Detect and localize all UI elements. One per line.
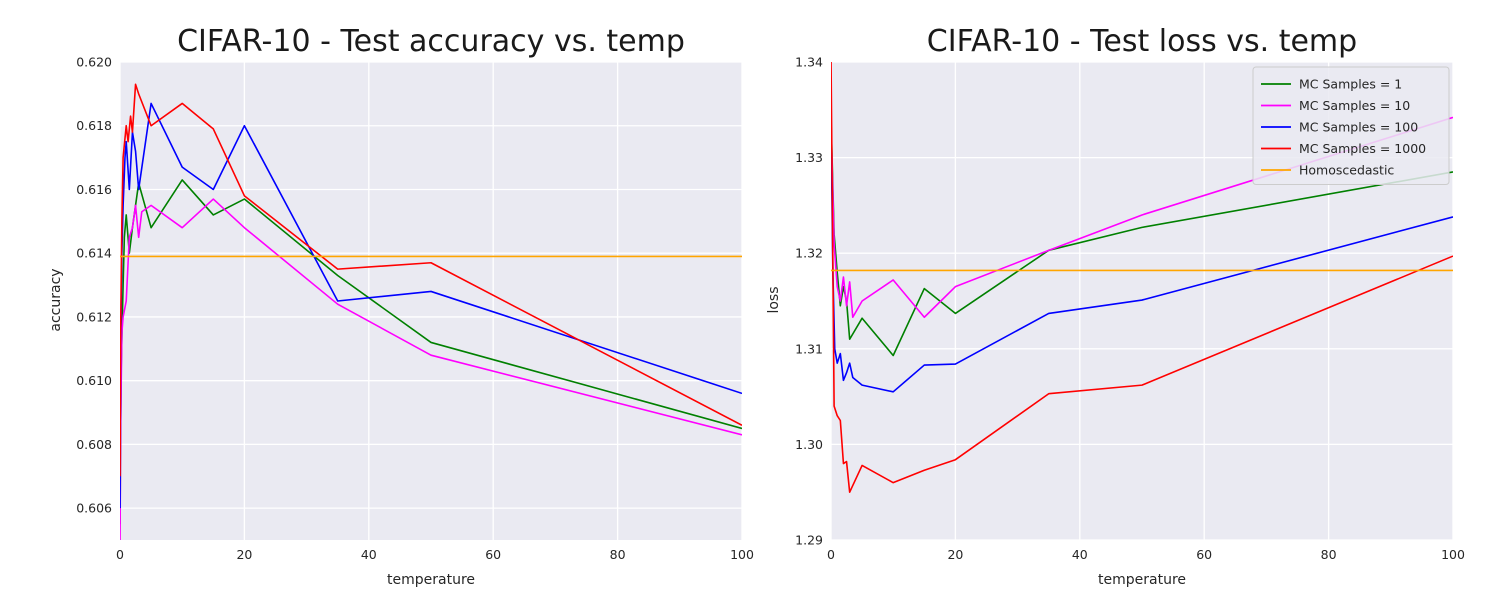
y-tick-label: 0.620 — [76, 55, 112, 70]
legend-entry: MC Samples = 1000 — [1299, 141, 1426, 156]
series-lines — [831, 62, 1453, 493]
series-line-3 — [120, 83, 742, 477]
legend-entry: MC Samples = 100 — [1299, 120, 1418, 135]
chart-accuracy: CIFAR-10 - Test accuracy vs. temp temper… — [48, 24, 754, 588]
series-line-2 — [831, 128, 1453, 393]
chart-title: CIFAR-10 - Test accuracy vs. temp — [177, 24, 685, 59]
y-tick-label: 1.31 — [795, 341, 823, 356]
y-tick-label: 0.608 — [76, 437, 112, 452]
grid — [119, 61, 743, 540]
series-line-1 — [831, 116, 1453, 319]
series-line-2 — [120, 102, 742, 509]
x-tick-label: 80 — [1321, 547, 1337, 562]
y-tick-label: 1.30 — [795, 437, 823, 452]
y-tick-label: 0.606 — [76, 501, 112, 516]
y-tick-label: 0.616 — [76, 182, 112, 197]
x-tick-label: 60 — [485, 547, 501, 562]
y-axis-label: accuracy — [48, 268, 64, 331]
legend-entry: Homoscedastic — [1299, 163, 1394, 178]
x-tick-label: 80 — [610, 547, 626, 562]
chart-loss: CIFAR-10 - Test loss vs. temp temperatur… — [766, 24, 1465, 588]
x-tick-label: 0 — [116, 547, 124, 562]
legend-entry: MC Samples = 1 — [1299, 77, 1402, 92]
y-tick-label: 1.32 — [795, 246, 823, 261]
legend-box — [1252, 66, 1450, 185]
y-tick-label: 0.610 — [76, 373, 112, 388]
x-tick-label: 0 — [827, 547, 835, 562]
x-axis-label: temperature — [387, 572, 475, 588]
x-tick-label: 60 — [1196, 547, 1212, 562]
x-tick-label: 100 — [1441, 547, 1465, 562]
y-tick-label: 1.34 — [795, 55, 823, 70]
x-axis-label: temperature — [1098, 572, 1186, 588]
series-line-3 — [831, 62, 1453, 493]
series-line-0 — [831, 119, 1453, 357]
y-tick-label: 1.33 — [795, 150, 823, 165]
y-axis-label: loss — [766, 286, 782, 313]
x-tick-label: 20 — [947, 547, 963, 562]
series-line-1 — [120, 198, 742, 540]
x-tick-label: 40 — [1072, 547, 1088, 562]
legend-entry: MC Samples = 10 — [1299, 98, 1410, 113]
y-tick-label: 1.29 — [795, 533, 823, 548]
y-tick-label: 0.618 — [76, 118, 112, 133]
y-tick-label: 0.612 — [76, 309, 112, 324]
plot-background — [120, 62, 742, 540]
x-tick-label: 100 — [730, 547, 754, 562]
x-tick-label: 20 — [236, 547, 252, 562]
legend: MC Samples = 1 MC Samples = 10 MC Samples … — [1252, 66, 1450, 185]
x-tick-label: 40 — [361, 547, 377, 562]
chart-title: CIFAR-10 - Test loss vs. temp — [927, 24, 1357, 59]
series-lines — [120, 83, 742, 540]
y-tick-label: 0.614 — [76, 246, 112, 261]
